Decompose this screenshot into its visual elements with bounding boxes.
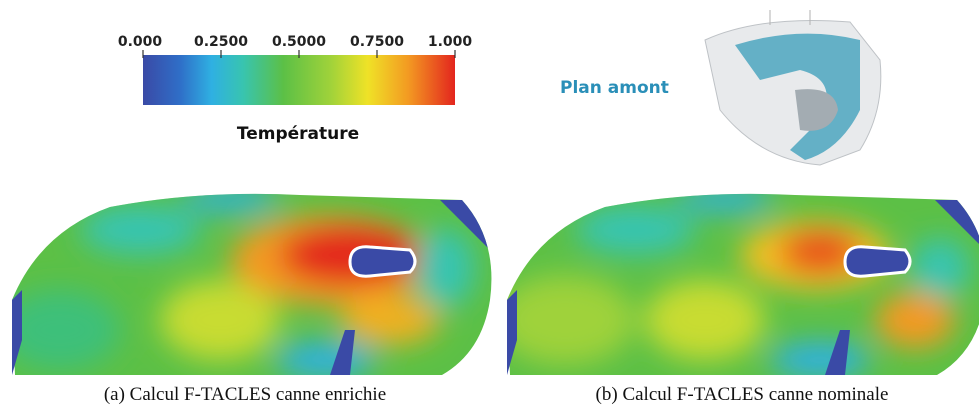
temperature-field-b xyxy=(507,193,979,375)
colorbar-tick-label: 0.5000 xyxy=(272,34,326,50)
colorbar-gradient xyxy=(143,55,455,105)
caption: (b) Calcul F-TACLES canne nominale xyxy=(596,384,889,405)
temperature-field-a xyxy=(12,193,492,375)
colorbar-tick-label: 0.000 xyxy=(118,34,163,50)
geometry-sketch xyxy=(704,10,882,166)
caption: (a) Calcul F-TACLES canne enrichie xyxy=(104,384,386,405)
colorbar-tick-label: 0.2500 xyxy=(194,34,248,50)
plane-label: Plan amont xyxy=(560,78,669,98)
colorbar: 0.000 0.2500 0.5000 0.7500 1.000 Tempéra… xyxy=(118,34,473,144)
colorbar-title: Température xyxy=(237,124,359,144)
colorbar-tick-label: 0.7500 xyxy=(350,34,404,50)
colorbar-tick-label: 1.000 xyxy=(428,34,473,50)
